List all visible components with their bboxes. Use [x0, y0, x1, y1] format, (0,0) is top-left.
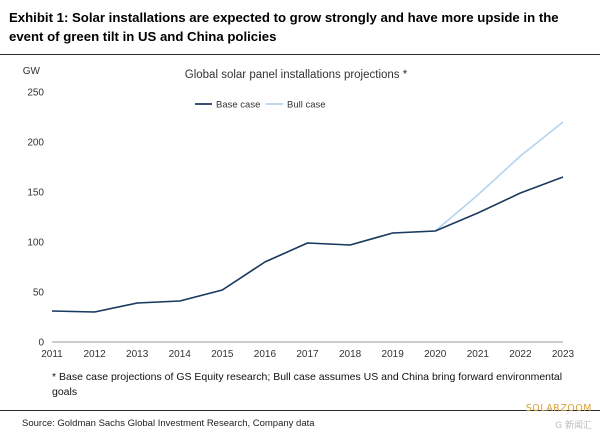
x-tick-label: 2021	[467, 349, 490, 360]
y-tick-label: 150	[27, 188, 44, 199]
exhibit-title: Exhibit 1: Solar installations are expec…	[9, 10, 559, 44]
x-tick-label: 2023	[552, 349, 575, 360]
x-tick-label: 2018	[339, 349, 362, 360]
chart-footnote: * Base case projections of GS Equity res…	[52, 371, 563, 398]
x-tick-label: 2022	[509, 349, 532, 360]
x-tick-label: 2017	[296, 349, 319, 360]
chart-title: Global solar panel installations project…	[185, 69, 408, 81]
y-tick-label: 100	[27, 238, 44, 249]
y-tick-label: 50	[33, 288, 45, 299]
top-rule	[0, 54, 600, 55]
x-tick-label: 2016	[254, 349, 277, 360]
y-tick-label: 0	[38, 338, 44, 349]
bull-case-line	[51, 121, 564, 313]
x-tick-label: 2011	[41, 349, 63, 360]
source-note: Source: Goldman Sachs Global Investment …	[22, 418, 315, 429]
base-case-line	[51, 176, 564, 313]
x-tick-label: 2015	[211, 349, 234, 360]
y-tick-label: 250	[27, 88, 44, 99]
x-tick-label: 2012	[83, 349, 106, 360]
watermark-logo: SOLARZOOM	[525, 403, 592, 414]
y-axis-label: GW	[23, 66, 41, 77]
x-tick-label: 2013	[126, 349, 149, 360]
legend-label-bull: Bull case	[287, 100, 326, 111]
bottom-rule	[0, 410, 600, 411]
x-tick-label: 2014	[169, 349, 192, 360]
watermark-tag: G 新闻汇	[555, 421, 592, 431]
x-tick-label: 2019	[382, 349, 405, 360]
legend-label-base: Base case	[216, 100, 260, 111]
y-tick-label: 200	[27, 138, 44, 149]
x-tick-label: 2020	[424, 349, 447, 360]
